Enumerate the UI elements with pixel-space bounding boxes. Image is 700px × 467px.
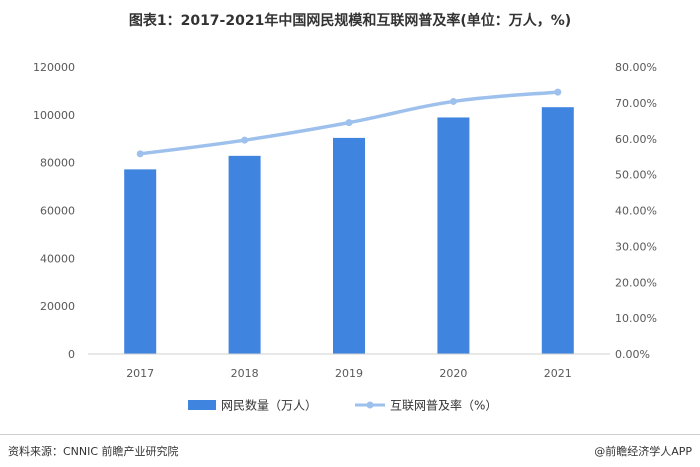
legend-bar-label: 网民数量（万人） xyxy=(221,398,317,413)
left-tick-label: 0 xyxy=(68,348,75,361)
right-tick-label: 20.00% xyxy=(615,276,657,289)
right-tick-label: 40.00% xyxy=(615,205,657,218)
chart-title: 图表1：2017-2021年中国网民规模和互联网普及率(单位：万人，%) xyxy=(128,13,572,29)
legend: 网民数量（万人） 互联网普及率（%） xyxy=(188,398,497,413)
right-tick-label: 30.00% xyxy=(615,240,657,253)
left-axis: 0 20000 40000 60000 80000 100000 120000 xyxy=(33,61,75,361)
line-point-2018 xyxy=(241,136,249,144)
source-note: 资料来源：CNNIC 前瞻产业研究院 xyxy=(8,445,179,458)
bar-2018 xyxy=(228,155,261,354)
x-axis: 2017 2018 2019 2020 2021 xyxy=(126,367,572,380)
left-tick-label: 60000 xyxy=(40,205,75,218)
footer: 资料来源：CNNIC 前瞻产业研究院 @前瞻经济学人APP xyxy=(0,434,700,467)
x-tick-label: 2020 xyxy=(439,367,467,380)
x-tick-label: 2018 xyxy=(231,367,259,380)
legend-bar-swatch xyxy=(188,400,216,410)
bar-2020 xyxy=(437,117,470,355)
right-tick-label: 60.00% xyxy=(615,133,657,146)
legend-line-marker xyxy=(366,401,374,409)
right-tick-label: 70.00% xyxy=(615,97,657,110)
right-tick-label: 80.00% xyxy=(615,61,657,74)
x-tick-label: 2019 xyxy=(335,367,363,380)
line-point-2017 xyxy=(136,150,144,158)
right-tick-label: 0.00% xyxy=(615,348,650,361)
combo-chart: 0 20000 40000 60000 80000 100000 120000 0.00% 1… xyxy=(33,61,657,413)
line-layer xyxy=(136,88,562,158)
left-tick-label: 100000 xyxy=(33,109,75,122)
left-tick-label: 80000 xyxy=(40,157,75,170)
left-tick-label: 40000 xyxy=(40,252,75,265)
x-tick-label: 2017 xyxy=(126,367,154,380)
left-tick-label: 20000 xyxy=(40,300,75,313)
bar-layer xyxy=(124,107,574,355)
left-tick-label: 120000 xyxy=(33,61,75,74)
line-point-2019 xyxy=(345,119,353,127)
x-tick-label: 2021 xyxy=(544,367,572,380)
bar-2019 xyxy=(333,137,365,354)
bar-2021 xyxy=(541,107,574,354)
right-axis: 0.00% 10.00% 20.00% 30.00% 40.00% 50.00% 60.00… xyxy=(615,61,657,361)
legend-line-label: 互联网普及率（%） xyxy=(390,398,497,413)
bar-2017 xyxy=(124,169,157,354)
line-point-2021 xyxy=(554,88,562,96)
brand-credit: @前瞻经济学人APP xyxy=(594,445,692,458)
right-tick-label: 10.00% xyxy=(615,312,657,325)
line-point-2020 xyxy=(449,97,457,105)
right-tick-label: 50.00% xyxy=(615,169,657,182)
